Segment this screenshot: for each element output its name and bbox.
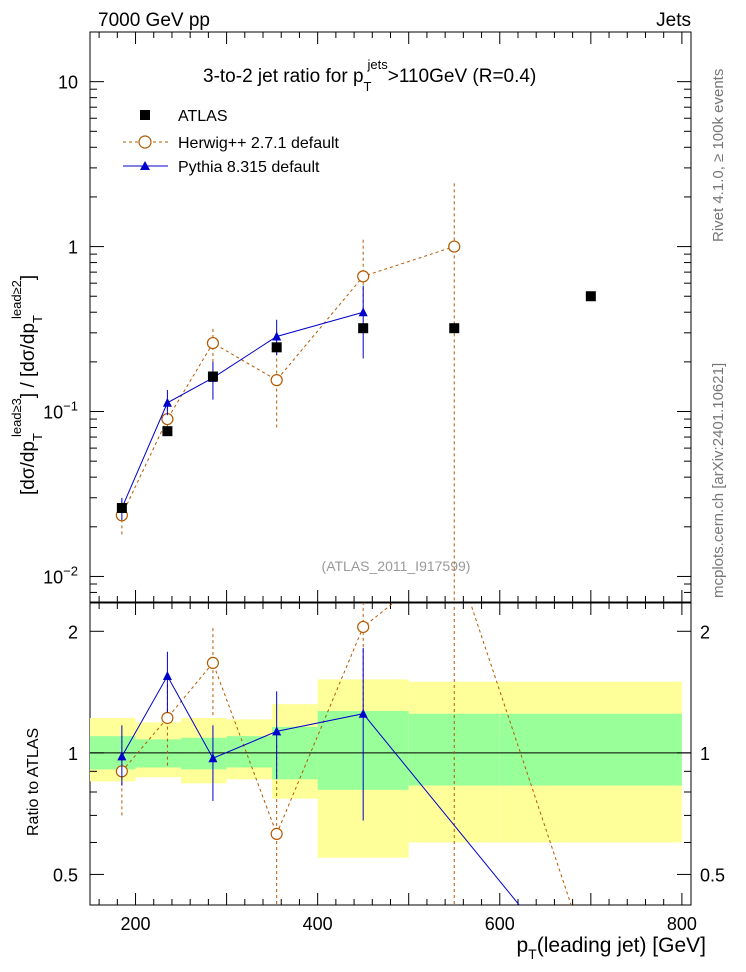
herwig-ratio-point	[270, 827, 283, 840]
pythia-point	[358, 307, 368, 317]
x-tick-label: 800	[667, 914, 697, 934]
ratio-y-tick-label-right: 0.5	[700, 865, 725, 885]
pythia-point	[162, 397, 172, 407]
herwig-ratio-point	[161, 711, 174, 725]
ratio-y-tick-label-right: 2	[700, 622, 710, 642]
ratio-band-inner	[135, 739, 182, 768]
ratio-band-inner	[226, 736, 273, 768]
main-plot-marks	[115, 182, 596, 602]
herwig-point	[270, 374, 283, 387]
ratio-band-inner	[408, 713, 500, 786]
x-tick-label: 200	[121, 914, 151, 934]
legend-atlas-label: ATLAS	[178, 108, 228, 125]
atlas-point	[162, 426, 173, 437]
herwig-line	[121, 246, 455, 516]
title-sub: T	[364, 79, 372, 94]
legend-pythia-marker	[140, 161, 150, 170]
x-tick-label: 600	[485, 914, 515, 934]
header-jets-label: Jets	[656, 10, 691, 31]
ratio-y-tick-label: 0.5	[53, 865, 78, 885]
y-axis-label: [dσ/dpTlead≥3] / [dσ/dpTlead≥2]	[9, 275, 45, 495]
atlas-point	[449, 323, 460, 334]
herwig-point	[161, 412, 174, 426]
pythia-ratio-point	[162, 670, 172, 680]
pythia-ratio-line	[121, 674, 520, 905]
y-tick-label: 10	[58, 73, 78, 93]
title-post: >110GeV (R=0.4)	[388, 66, 537, 87]
ratio-band-inner	[499, 713, 682, 786]
herwig-point	[206, 336, 220, 350]
legend-pythia-label: Pythia 8.315 default	[178, 159, 320, 176]
herwig-point	[448, 240, 461, 253]
ratio-uncertainty-bands	[90, 679, 682, 858]
atlas-point	[358, 323, 369, 334]
legend-herwig-label: Herwig++ 2.7.1 default	[178, 135, 340, 152]
legend: ATLAS Herwig++ 2.7.1 default Pythia 8.31…	[123, 108, 340, 176]
side-mcplots-label: mcplots.cern.ch [arXiv:2401.10621]	[710, 363, 727, 598]
atlas-point	[207, 371, 218, 382]
analysis-watermark: (ATLAS_2011_I917599)	[322, 558, 471, 574]
pythia-point	[272, 331, 282, 341]
header-energy-label: 7000 GeV pp	[98, 10, 210, 31]
legend-atlas-marker	[140, 110, 150, 120]
herwig-point	[357, 270, 370, 283]
atlas-point	[585, 291, 596, 302]
title-pre: 3-to-2 jet ratio for p	[203, 66, 364, 87]
chart-title: 3-to-2 jet ratio for pTjets>110GeV (R=0.…	[203, 57, 536, 94]
herwig-ratio-point	[357, 620, 370, 634]
y-tick-label: 10−1	[43, 399, 78, 423]
pythia-ratio-point	[358, 708, 368, 718]
x-tick-label: 400	[303, 914, 333, 934]
ratio-y-tick-label-right: 1	[700, 744, 710, 764]
axis-ticks: 200 400 600 800 10−2 10−1 1 10 0.5 0.5 1 1 2 2	[43, 31, 725, 934]
x-axis-label: pT(leading jet) [GeV]	[516, 934, 706, 962]
title-sup: jets	[366, 57, 388, 72]
herwig-ratio-point	[206, 656, 220, 670]
ratio-y-tick-label: 1	[68, 744, 78, 764]
atlas-point	[116, 503, 127, 514]
ratio-y-tick-label: 2	[68, 622, 78, 642]
ratio-plot-marks	[115, 603, 572, 905]
legend-herwig-marker	[138, 135, 152, 149]
pythia-ratio-point	[117, 751, 127, 761]
atlas-point	[271, 342, 282, 353]
ratio-band-inner	[181, 737, 227, 770]
y-tick-label: 1	[68, 238, 78, 258]
pythia-line	[121, 311, 364, 509]
y-tick-label: 10−2	[43, 563, 78, 587]
pythia-ratio-point	[272, 726, 282, 736]
side-rivet-label: Rivet 4.1.0, ≥ 100k events	[710, 69, 727, 242]
ratio-y-axis-label: Ratio to ATLAS	[25, 728, 42, 836]
pythia-ratio-point	[208, 753, 218, 763]
